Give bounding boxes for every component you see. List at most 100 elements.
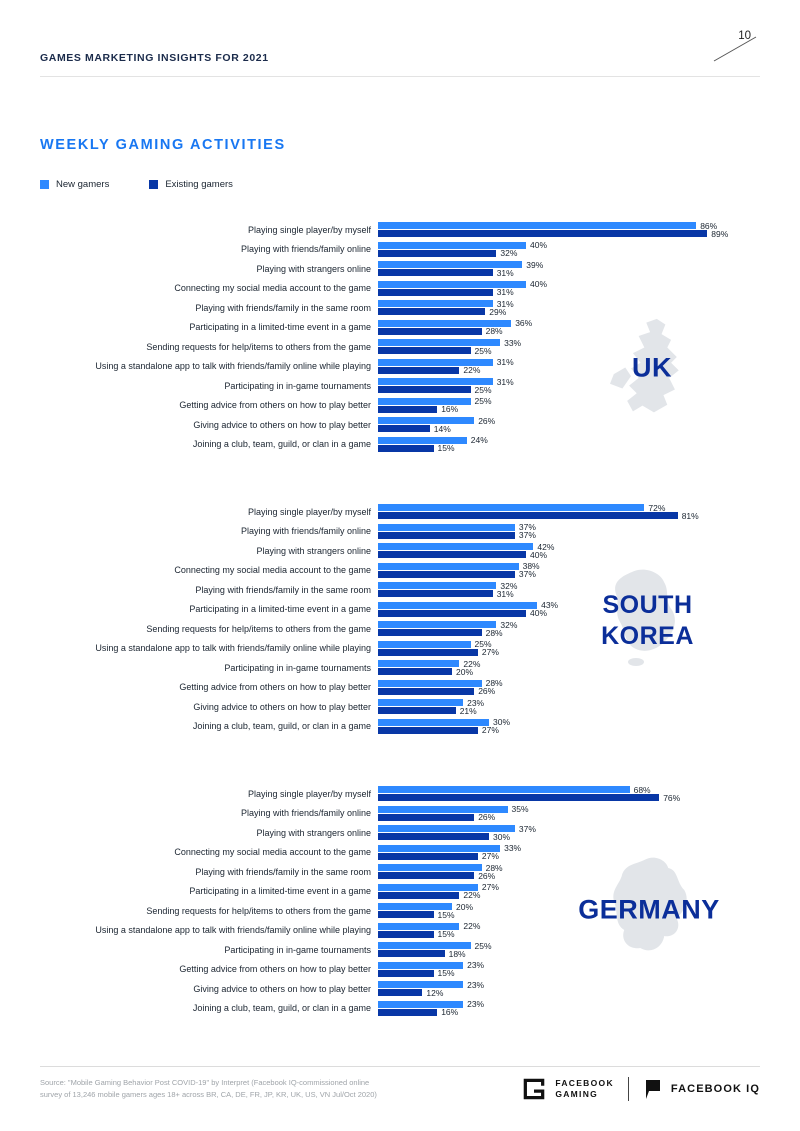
bar-line: 38% bbox=[378, 562, 540, 570]
value-label: 23% bbox=[467, 999, 485, 1009]
value-label: 31% bbox=[496, 588, 514, 599]
existing-gamers-bar bbox=[378, 590, 493, 598]
legend-item-existing-gamers: Existing gamers bbox=[149, 179, 233, 190]
bar-pair: 25% 16% bbox=[378, 396, 492, 413]
new-gamers-bar bbox=[378, 805, 508, 813]
category-label: Playing single player/by myself bbox=[247, 224, 371, 235]
bar-line: 36% bbox=[378, 319, 532, 327]
existing-gamers-bar bbox=[378, 950, 445, 958]
bar-line: 22% bbox=[378, 658, 481, 669]
chart-row: Playing with friends/family in the same … bbox=[40, 862, 760, 882]
bar-line: 16% bbox=[378, 405, 492, 413]
bar-line: 23% bbox=[378, 999, 485, 1009]
value-label: 15% bbox=[437, 929, 455, 939]
new-gamers-bar bbox=[378, 679, 482, 687]
category-label: Playing with friends/family online bbox=[240, 526, 371, 537]
new-gamers-bar bbox=[378, 786, 630, 794]
value-label: 22% bbox=[463, 890, 481, 900]
value-label: 33% bbox=[504, 843, 522, 853]
bar-pair: 36% 28% bbox=[378, 319, 532, 336]
value-label: 43% bbox=[541, 600, 559, 610]
new-gamers-bar bbox=[378, 1000, 464, 1008]
bar-line: 28% bbox=[378, 326, 532, 336]
bar-pair: 23% 15% bbox=[378, 960, 485, 977]
bar-line: 27% bbox=[378, 648, 499, 656]
bar-line: 21% bbox=[378, 706, 484, 715]
bar-pair: 32% 31% bbox=[378, 581, 517, 599]
chart-row: Playing with friends/family in the same … bbox=[40, 298, 760, 318]
chart-row: Playing with friends/family online 37% 37% bbox=[40, 522, 760, 542]
new-gamers-bar bbox=[378, 961, 464, 969]
value-label: 28% bbox=[485, 627, 503, 638]
existing-gamers-bar bbox=[378, 230, 708, 238]
category-label: Giving advice to others on how to play b… bbox=[193, 983, 371, 994]
new-gamers-bar bbox=[378, 825, 515, 833]
new-gamers-bar bbox=[378, 660, 460, 668]
page-header: GAMES MARKETING INSIGHTS FOR 2021 10 bbox=[40, 0, 760, 77]
logo-separator bbox=[627, 1077, 629, 1101]
value-label: 31% bbox=[496, 287, 514, 297]
existing-gamers-bar bbox=[378, 249, 497, 257]
existing-gamers-bar bbox=[378, 288, 493, 296]
south-korea-overlay: SOUTH KOREA bbox=[585, 568, 710, 673]
new-gamers-bar bbox=[378, 543, 534, 551]
value-label: 40% bbox=[530, 549, 548, 560]
category-label: Connecting my social media account to th… bbox=[174, 847, 371, 858]
value-label: 27% bbox=[481, 725, 499, 735]
category-label: Getting advice from others on how to pla… bbox=[179, 964, 371, 975]
source-note: Source: "Mobile Gaming Behavior Post COV… bbox=[40, 1077, 377, 1100]
category-label: Using a standalone app to talk with frie… bbox=[95, 925, 371, 936]
new-gamers-swatch bbox=[40, 180, 49, 189]
category-label: Playing with friends/family online bbox=[240, 244, 371, 255]
value-label: 40% bbox=[530, 608, 548, 618]
category-label: Joining a club, team, guild, or clan in … bbox=[192, 439, 371, 450]
category-label: Participating in in-game tournaments bbox=[224, 944, 371, 955]
value-label: 28% bbox=[485, 862, 503, 873]
bar-line: 15% bbox=[378, 969, 484, 977]
bar-pair: 25% 18% bbox=[378, 941, 492, 958]
chart-row: Joining a club, team, guild, or clan in … bbox=[40, 999, 760, 1019]
value-label: 76% bbox=[663, 792, 681, 803]
country-label-uk: UK bbox=[632, 352, 672, 382]
bar-pair: 42% 40% bbox=[378, 541, 555, 560]
category-label: Playing single player/by myself bbox=[247, 788, 371, 799]
wordmark-line: FACEBOOK bbox=[555, 1077, 614, 1088]
value-label: 81% bbox=[681, 510, 699, 521]
country-label-south-korea: SOUTH KOREA bbox=[601, 590, 694, 650]
bar-line: 26% bbox=[378, 813, 529, 821]
bar-line: 31% bbox=[378, 358, 514, 366]
bar-line: 32% bbox=[378, 581, 517, 590]
value-label: 31% bbox=[496, 298, 514, 309]
value-label: 25% bbox=[474, 396, 492, 406]
new-gamers-bar bbox=[378, 222, 697, 230]
value-label: 14% bbox=[433, 423, 451, 434]
page-number-text: 10 bbox=[738, 30, 751, 42]
chart-row: Giving advice to others on how to play b… bbox=[40, 979, 760, 999]
bar-line: 26% bbox=[378, 871, 503, 880]
existing-gamers-bar bbox=[378, 327, 482, 335]
facebook-iq-wordmark: FACEBOOK IQ bbox=[670, 1083, 760, 1095]
bar-pair: 33% 25% bbox=[378, 338, 521, 355]
chart-row: Playing with strangers online 42% 40% bbox=[40, 541, 760, 561]
bar-pair: 20% 15% bbox=[378, 902, 473, 919]
bar-line: 37% bbox=[378, 824, 536, 833]
new-gamers-bar bbox=[378, 582, 497, 590]
bar-line: 43% bbox=[378, 600, 559, 610]
chart-row: Participating in a limited-time event in… bbox=[40, 600, 760, 620]
value-label: 28% bbox=[485, 326, 503, 336]
bar-line: 33% bbox=[378, 338, 521, 347]
existing-gamers-bar bbox=[378, 989, 423, 997]
value-label: 23% bbox=[467, 979, 485, 990]
report-title: GAMES MARKETING INSIGHTS FOR 2021 bbox=[40, 52, 269, 64]
bar-pair: 35% 26% bbox=[378, 805, 529, 821]
bar-line: 42% bbox=[378, 541, 555, 552]
bar-line: 20% bbox=[378, 902, 473, 911]
existing-gamers-bar bbox=[378, 668, 452, 676]
value-label: 22% bbox=[463, 658, 481, 669]
bar-line: 72% bbox=[378, 503, 699, 512]
value-label: 23% bbox=[467, 960, 485, 970]
category-label: Participating in a limited-time event in… bbox=[189, 322, 371, 333]
bar-line: 25% bbox=[378, 385, 514, 394]
value-label: 42% bbox=[537, 541, 555, 552]
new-gamers-bar bbox=[378, 718, 489, 726]
